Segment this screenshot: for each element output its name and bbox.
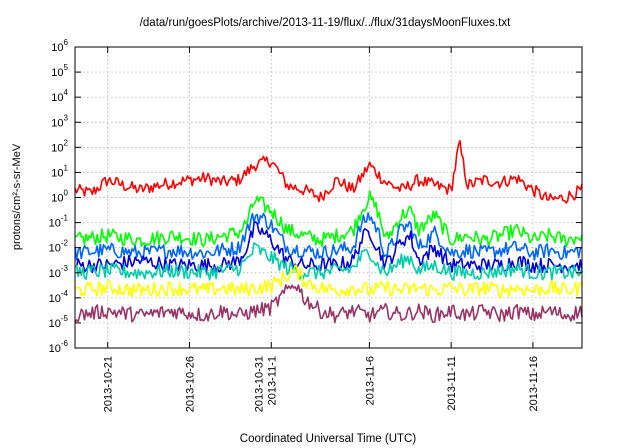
y-tick-label: 10-2 [49, 239, 69, 255]
series-line-2 [74, 190, 583, 248]
y-tick-exponent: -4 [61, 289, 69, 298]
y-tick-base: 10 [51, 92, 63, 104]
y-tick-exponent: -6 [61, 339, 69, 348]
y-tick-base: 10 [49, 343, 61, 355]
y-tick-base: 10 [51, 117, 63, 129]
y-tick-base: 10 [49, 293, 61, 305]
series-line-7 [74, 284, 583, 324]
y-tick-exponent: 5 [64, 63, 69, 72]
y-tick-base: 10 [51, 142, 63, 154]
y-tick-exponent: 3 [64, 113, 69, 122]
y-tick-label: 103 [51, 113, 68, 129]
y-tick-label: 100 [51, 189, 68, 205]
x-tick-label: 2013-11-6 [364, 356, 376, 405]
y-tick-base: 10 [51, 67, 63, 79]
y-tick-base: 10 [49, 218, 61, 230]
y-tick-exponent: 0 [64, 189, 69, 198]
y-tick-label: 106 [51, 38, 68, 54]
series-layer [74, 139, 583, 324]
y-tick-exponent: 1 [64, 163, 69, 172]
y-tick-label: 104 [51, 88, 68, 104]
series-line-6 [75, 264, 583, 299]
y-tick-label: 10-6 [49, 339, 69, 355]
x-tick-label: 2013-11-16 [528, 356, 540, 411]
y-tick-label: 101 [51, 163, 68, 179]
x-tick-label: 2013-10-21 [103, 356, 115, 412]
y-tick-label: 10-3 [49, 264, 69, 280]
y-tick-exponent: -3 [61, 264, 69, 273]
y-axis-ticks: 10-610-510-410-310-210-11001011021031041… [49, 38, 582, 355]
x-axis-label: Coordinated Universal Time (UTC) [240, 433, 417, 445]
y-tick-exponent: -1 [61, 214, 69, 223]
y-axis-label: protons/cm²-s-sr-MeV [11, 143, 23, 250]
x-axis-ticks: 2013-10-21 2013-10-26 2013-10-31 2013-11-1 2… [103, 47, 540, 412]
grid [75, 47, 582, 348]
y-tick-label: 10-5 [49, 314, 69, 330]
y-tick-exponent: 4 [64, 88, 69, 97]
chart-title: /data/run/goesPlots/archive/2013-11-19/f… [140, 17, 511, 29]
y-tick-exponent: -5 [61, 314, 69, 323]
y-tick-base: 10 [49, 318, 61, 330]
x-tick-label: 2013-11-11 [446, 356, 458, 411]
series-line-1 [74, 139, 583, 204]
y-tick-exponent: 2 [64, 138, 69, 147]
y-tick-base: 10 [49, 243, 61, 255]
x-tick-label: 2013-10-31 [253, 356, 265, 412]
y-tick-exponent: -2 [61, 239, 69, 248]
series-line-4 [74, 221, 583, 274]
y-tick-base: 10 [51, 167, 63, 179]
x-tick-label: 2013-11-1 [266, 356, 278, 405]
y-tick-exponent: 6 [64, 38, 69, 47]
series-line-5 [74, 242, 583, 282]
y-tick-base: 10 [49, 268, 61, 280]
x-tick-label: 2013-10-26 [184, 356, 196, 412]
y-tick-label: 10-4 [49, 289, 69, 305]
y-tick-base: 10 [51, 193, 63, 205]
y-tick-base: 10 [51, 42, 63, 54]
y-tick-label: 10-1 [49, 214, 69, 230]
y-tick-label: 105 [51, 63, 68, 79]
y-tick-label: 102 [51, 138, 68, 154]
series-line-3 [74, 212, 583, 261]
